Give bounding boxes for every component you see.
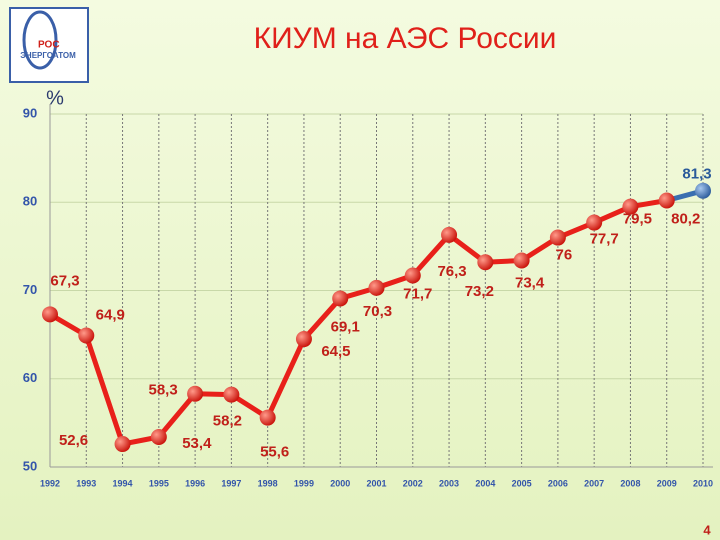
point [513, 252, 530, 269]
y-tick-label: 80 [23, 194, 37, 209]
data-label: 76,3 [437, 263, 466, 280]
x-tick-label: 2008 [620, 478, 640, 488]
chart-title: КИУМ на АЭС России [254, 22, 557, 55]
point [295, 331, 312, 348]
data-label: 67,3 [50, 272, 79, 289]
y-tick-label: 70 [23, 282, 37, 297]
point [42, 306, 58, 323]
x-tick-label: 1994 [113, 478, 133, 488]
data-label: 73,4 [515, 274, 545, 291]
point [187, 385, 204, 402]
point [404, 267, 421, 284]
data-label: 71,7 [403, 285, 432, 302]
x-tick-label: 2009 [657, 478, 677, 488]
data-label: 79,5 [623, 211, 652, 228]
y-tick-label: 60 [23, 370, 37, 385]
logo-text: ЭНЕРГОАТОМ [20, 51, 76, 60]
x-tick-label: 2001 [366, 478, 386, 488]
y-tick-label: 90 [23, 105, 37, 120]
x-tick-label: 2010 [693, 478, 713, 488]
point [586, 214, 603, 231]
data-label: 70,3 [363, 303, 392, 320]
point [150, 428, 167, 445]
point [332, 290, 349, 307]
x-tick-label: 2005 [512, 478, 532, 488]
data-label: 52,6 [59, 432, 88, 449]
point [259, 409, 276, 426]
data-label: 58,2 [213, 413, 242, 430]
data-label: 64,9 [96, 306, 125, 323]
data-label: 77,7 [590, 231, 619, 248]
data-label: 81,3 [682, 166, 711, 183]
point [223, 386, 240, 403]
point [78, 327, 95, 344]
logo-ring [22, 10, 58, 70]
data-label: 64,5 [321, 343, 350, 360]
x-tick-label: 1992 [40, 478, 60, 488]
x-tick-label: 1995 [149, 478, 169, 488]
x-tick-label: 1998 [258, 478, 278, 488]
logo-text: РОС [38, 40, 60, 51]
x-tick-label: 2002 [403, 478, 423, 488]
data-label: 80,2 [671, 210, 700, 227]
point [622, 198, 639, 215]
point [658, 192, 675, 209]
x-tick-label: 2003 [439, 478, 459, 488]
data-label: 73,2 [465, 283, 494, 300]
point [695, 182, 711, 199]
point [477, 254, 494, 271]
data-label: 53,4 [182, 435, 212, 452]
data-label: 58,3 [149, 382, 178, 399]
point [114, 436, 131, 453]
y-tick-label: 50 [23, 458, 37, 473]
point [368, 279, 385, 296]
data-label: 69,1 [331, 318, 360, 335]
point [549, 229, 566, 246]
y-axis-label: % [46, 87, 64, 109]
data-label: 55,6 [260, 444, 289, 461]
x-tick-label: 1999 [294, 478, 314, 488]
page-number: 4 [703, 522, 711, 537]
x-tick-label: 1993 [76, 478, 96, 488]
x-tick-label: 2007 [584, 478, 604, 488]
point [441, 226, 458, 243]
x-tick-label: 2004 [475, 478, 495, 488]
x-tick-label: 1996 [185, 478, 205, 488]
x-tick-label: 2000 [330, 478, 350, 488]
x-tick-label: 1997 [221, 478, 241, 488]
logo: РОС ЭНЕРГОАТОМ [9, 7, 89, 83]
data-label: 76 [556, 247, 573, 264]
x-tick-label: 2006 [548, 478, 568, 488]
